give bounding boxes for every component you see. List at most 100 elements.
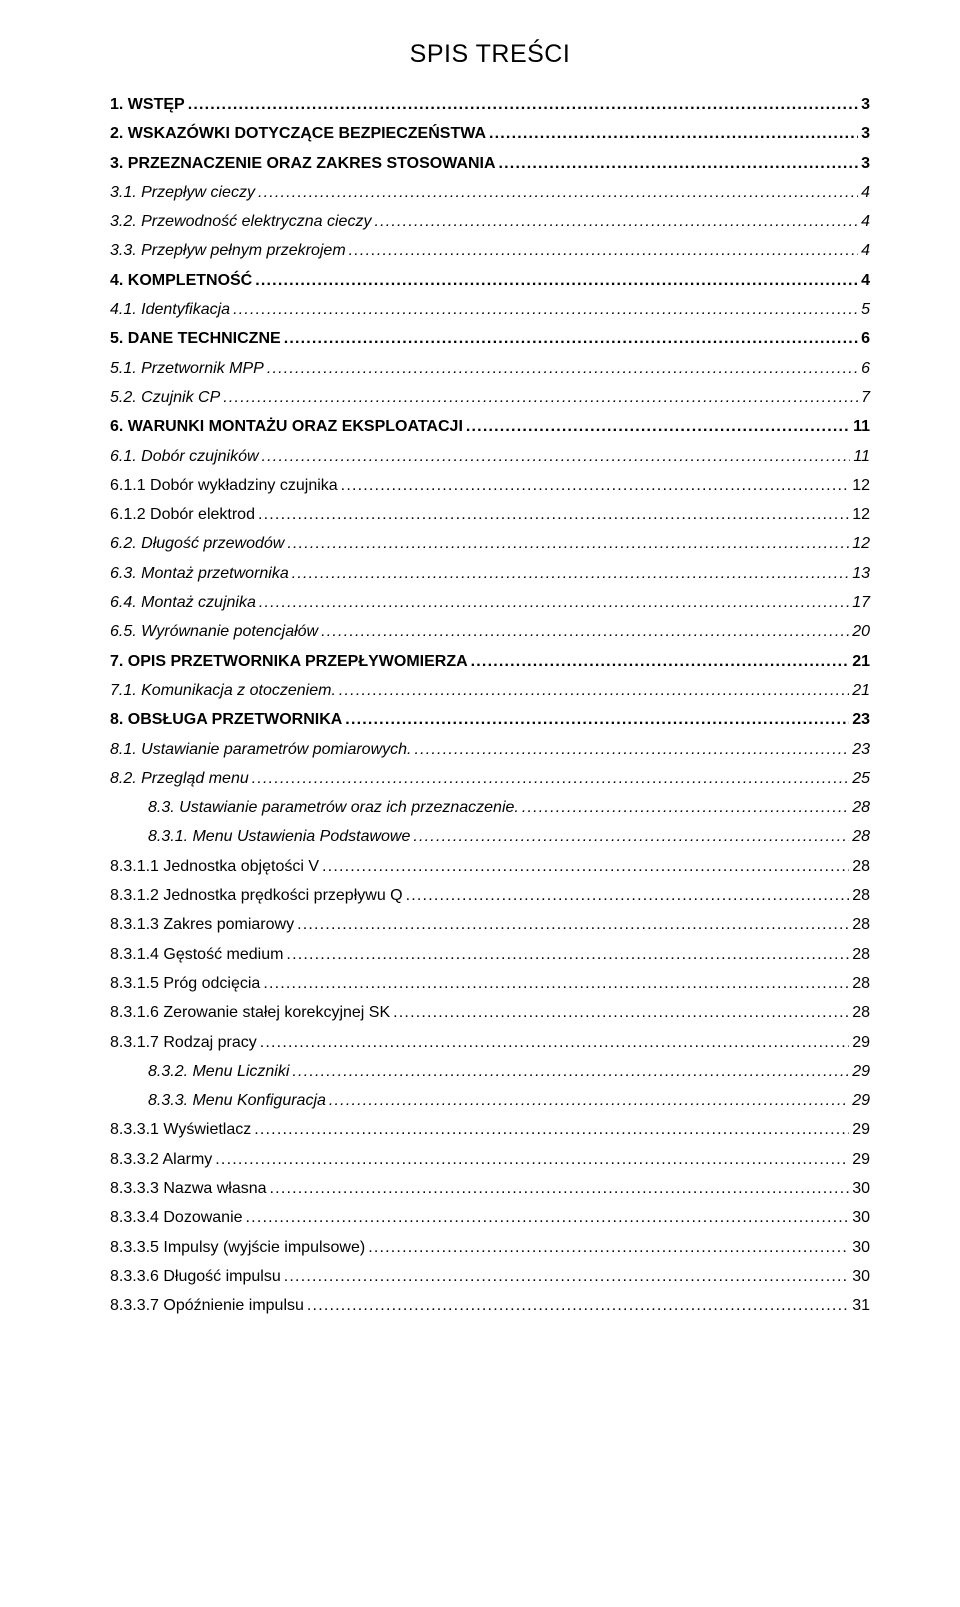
toc-leader-dots: [255, 269, 858, 294]
toc-row: 8.3.1. Menu Ustawienia Podstawowe28: [110, 825, 870, 850]
toc-page-number: 11: [853, 415, 870, 440]
toc-page-number: 4: [861, 269, 870, 294]
toc-page-number: 31: [852, 1294, 870, 1319]
toc-row: 8.3.1.4 Gęstość medium 28: [110, 943, 870, 968]
toc-label: 8. OBSŁUGA PRZETWORNIKA: [110, 708, 342, 733]
toc-row: 6.1. Dobór czujników11: [110, 445, 870, 470]
toc-row: 8.3.2. Menu Liczniki29: [110, 1060, 870, 1085]
toc-label: 8.3.3.2 Alarmy: [110, 1148, 212, 1173]
toc-label: 8.3.3. Menu Konfiguracja: [148, 1089, 326, 1114]
toc-leader-dots: [499, 152, 859, 177]
toc-page-number: 28: [852, 855, 870, 880]
toc-label: 8.3.1.4 Gęstość medium: [110, 943, 283, 968]
toc-row: 6.1.2 Dobór elektrod 12: [110, 503, 870, 528]
toc-leader-dots: [406, 884, 850, 909]
toc-row: 4.1. Identyfikacja5: [110, 298, 870, 323]
toc-label: 8.3.2. Menu Liczniki: [148, 1060, 289, 1085]
toc-label: 8.1. Ustawianie parametrów pomiarowych.: [110, 738, 411, 763]
toc-page-number: 30: [852, 1177, 870, 1202]
toc-leader-dots: [292, 1060, 849, 1085]
toc-label: 5. DANE TECHNICZNE: [110, 327, 281, 352]
toc-leader-dots: [307, 1294, 849, 1319]
toc-row: 2. WSKAZÓWKI DOTYCZĄCE BEZPIECZEŃSTWA3: [110, 122, 870, 147]
toc-page-number: 28: [852, 1001, 870, 1026]
toc-page-number: 3: [861, 93, 870, 118]
toc-page-number: 17: [852, 591, 870, 616]
toc-leader-dots: [322, 855, 849, 880]
toc-leader-dots: [321, 620, 849, 645]
toc-row: 1. WSTĘP3: [110, 93, 870, 118]
toc-label: 6. WARUNKI MONTAŻU ORAZ EKSPLOATACJI: [110, 415, 463, 440]
toc-leader-dots: [258, 181, 858, 206]
toc-row: 8. OBSŁUGA PRZETWORNIKA 23: [110, 708, 870, 733]
toc-label: 8.3.3.6 Długość impulsu: [110, 1265, 281, 1290]
toc-leader-dots: [329, 1089, 849, 1114]
toc-row: 6.4. Montaż czujnika17: [110, 591, 870, 616]
toc-page-number: 12: [852, 503, 870, 528]
toc-page-number: 29: [852, 1118, 870, 1143]
toc-row: 8.3.1.1 Jednostka objętości V 28: [110, 855, 870, 880]
toc-label: 4.1. Identyfikacja: [110, 298, 230, 323]
toc-leader-dots: [374, 210, 858, 235]
toc-page-number: 28: [852, 796, 870, 821]
toc-leader-dots: [254, 1118, 849, 1143]
toc-page-number: 29: [852, 1089, 870, 1114]
toc-leader-dots: [262, 445, 851, 470]
toc-page-number: 4: [861, 181, 870, 206]
toc-page-number: 28: [852, 825, 870, 850]
toc-page-number: 11: [853, 445, 870, 470]
toc-row: 8.3.3.1 Wyświetlacz 29: [110, 1118, 870, 1143]
toc-label: 3.3. Przepływ pełnym przekrojem: [110, 239, 346, 264]
toc-leader-dots: [339, 679, 849, 704]
toc-row: 8.3.3.2 Alarmy29: [110, 1148, 870, 1173]
toc-leader-dots: [471, 650, 850, 675]
toc-page-number: 7: [861, 386, 870, 411]
toc-row: 8.3.3.5 Impulsy (wyjście impulsowe)30: [110, 1236, 870, 1261]
toc-row: 3.3. Przepływ pełnym przekrojem4: [110, 239, 870, 264]
toc-label: 8.3.3.7 Opóźnienie impulsu: [110, 1294, 304, 1319]
toc-row: 8.3.3.4 Dozowanie30: [110, 1206, 870, 1231]
toc-label: 8.3. Ustawianie parametrów oraz ich prze…: [148, 796, 519, 821]
toc-leader-dots: [297, 913, 849, 938]
toc-label: 6.3. Montaż przetwornika: [110, 562, 289, 587]
toc-label: 8.3.1.2 Jednostka prędkości przepływu Q: [110, 884, 403, 909]
toc-row: 8.3.1.7 Rodzaj pracy29: [110, 1031, 870, 1056]
toc-row: 8.3.3.7 Opóźnienie impulsu 31: [110, 1294, 870, 1319]
toc-page-number: 28: [852, 943, 870, 968]
toc-label: 6.1.2 Dobór elektrod: [110, 503, 255, 528]
toc-row: 3.1. Przepływ cieczy 4: [110, 181, 870, 206]
toc-leader-dots: [284, 327, 858, 352]
toc-leader-dots: [393, 1001, 849, 1026]
toc-page-number: 28: [852, 913, 870, 938]
toc-row: 6.1.1 Dobór wykładziny czujnika12: [110, 474, 870, 499]
toc-row: 6. WARUNKI MONTAŻU ORAZ EKSPLOATACJI 11: [110, 415, 870, 440]
toc-row: 6.5. Wyrównanie potencjałów 20: [110, 620, 870, 645]
toc-page-number: 28: [852, 884, 870, 909]
toc-label: 8.3.1.1 Jednostka objętości V: [110, 855, 319, 880]
toc-label: 8.3.3.4 Dozowanie: [110, 1206, 243, 1231]
toc-page-number: 20: [852, 620, 870, 645]
toc-leader-dots: [270, 1177, 850, 1202]
toc-label: 8.3.1.6 Zerowanie stałej korekcyjnej SK: [110, 1001, 390, 1026]
toc-leader-dots: [188, 93, 858, 118]
toc-leader-dots: [349, 239, 858, 264]
toc-page-number: 21: [852, 650, 870, 675]
toc-row: 8.3.1.6 Zerowanie stałej korekcyjnej SK 2…: [110, 1001, 870, 1026]
toc-leader-dots: [284, 1265, 849, 1290]
toc-page-number: 13: [852, 562, 870, 587]
toc-leader-dots: [341, 474, 850, 499]
toc-leader-dots: [258, 503, 849, 528]
toc-label: 6.1.1 Dobór wykładziny czujnika: [110, 474, 338, 499]
toc-leader-dots: [233, 298, 858, 323]
toc-leader-dots: [292, 562, 849, 587]
toc-row: 5. DANE TECHNICZNE6: [110, 327, 870, 352]
toc-leader-dots: [263, 972, 849, 997]
page-title: SPIS TREŚCI: [110, 40, 870, 69]
toc-page-number: 23: [852, 708, 870, 733]
toc-label: 3.1. Przepływ cieczy: [110, 181, 255, 206]
toc-page-number: 4: [861, 210, 870, 235]
toc-row: 8.3.3.6 Długość impulsu30: [110, 1265, 870, 1290]
toc-label: 6.5. Wyrównanie potencjałów: [110, 620, 318, 645]
toc-label: 8.3.3.1 Wyświetlacz: [110, 1118, 251, 1143]
toc-label: 7.1. Komunikacja z otoczeniem.: [110, 679, 336, 704]
